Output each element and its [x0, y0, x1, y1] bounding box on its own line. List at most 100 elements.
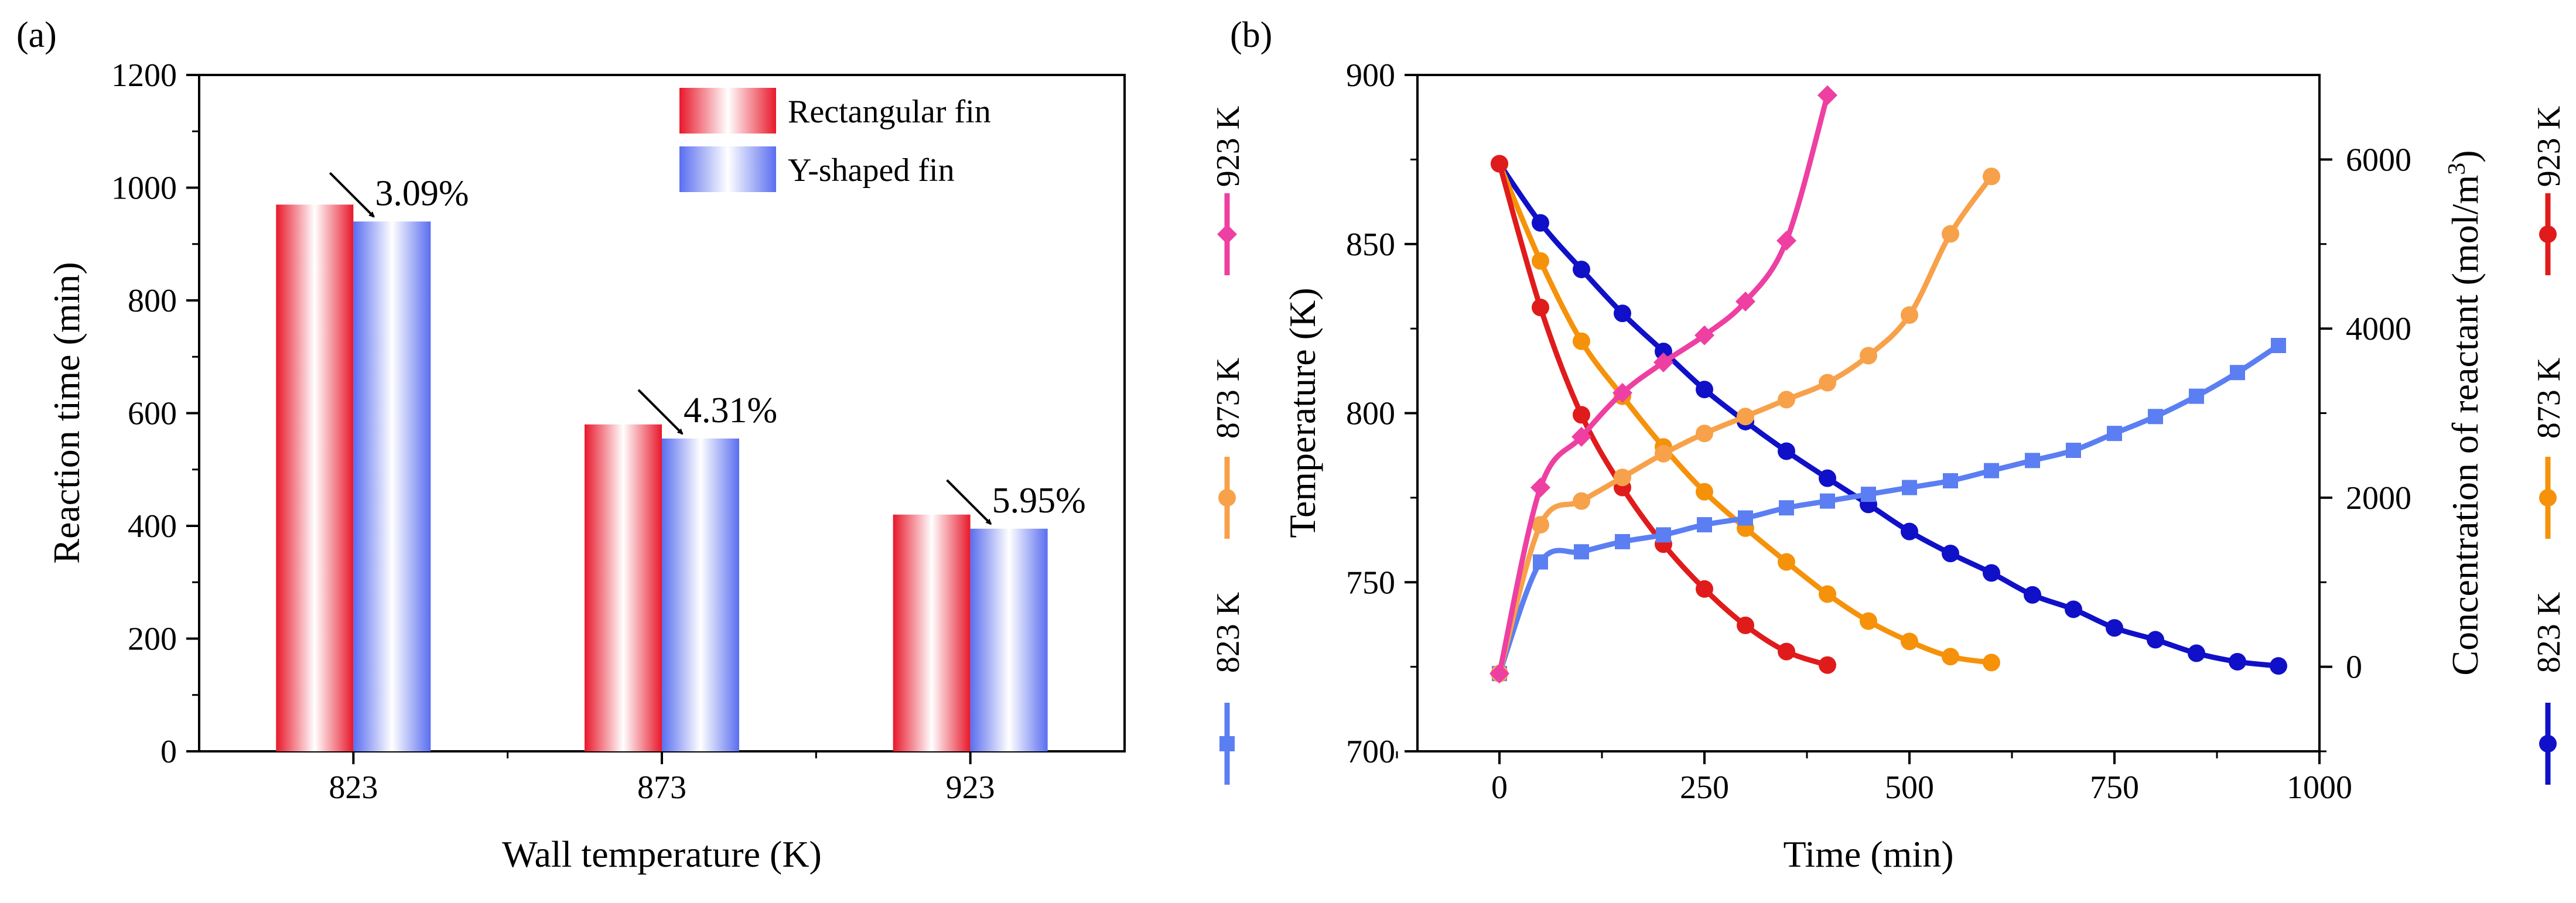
temperature-point — [1817, 85, 1837, 105]
temperature-point — [1532, 516, 1549, 534]
legend-marker-873-k — [1218, 489, 1236, 507]
concentration-point — [1532, 214, 1549, 232]
line-chart-panel: (b) 0 250 500 750 1000 700 750 800 850 900 0 2000… — [1210, 15, 2567, 875]
line-y-axis-right: 0 2000 4000 6000 — [2319, 142, 2411, 752]
concentration-point — [1983, 564, 2000, 582]
bar-y-shaped-fin-873 — [662, 438, 739, 751]
temperature-point — [1860, 347, 1877, 365]
concentration-series-923-k — [1491, 155, 1836, 674]
concentration-point — [2065, 600, 2082, 618]
legend-marker-823-k — [2539, 735, 2557, 752]
temperature-point — [2230, 365, 2245, 381]
legend-marker-923-k — [1217, 224, 1237, 244]
y-tick-label: 800 — [1346, 396, 1395, 432]
temperature-point — [2025, 453, 2040, 468]
temperature-point — [1614, 468, 1631, 487]
y-tick-label: 0 — [160, 734, 177, 770]
bar-legend: Rectangular fin Y-shaped fin — [679, 88, 991, 192]
legend-label-823-k: 823 K — [2531, 592, 2567, 673]
temperature-series-923-k — [1489, 85, 1837, 684]
x-tick-label: 500 — [1885, 769, 1934, 806]
y-tick-label: 400 — [128, 508, 177, 545]
bar-y-shaped-fin-823 — [353, 221, 431, 751]
y-tick-label: 750 — [1346, 565, 1395, 601]
bar-annotations: 3.09% 4.31% 5.95% — [329, 172, 1086, 525]
line-x-axis-label: Time (min) — [1784, 833, 1954, 875]
temperature-point — [1574, 544, 1589, 560]
temperature-point — [1738, 510, 1753, 526]
legend-label-rectangular: Rectangular fin — [788, 94, 991, 130]
temperature-point — [1943, 473, 1958, 488]
y-tick-label: 1200 — [111, 57, 177, 94]
temperature-point — [1696, 425, 1713, 443]
concentration-point — [1901, 632, 1918, 651]
bar-rectangular-fin-923 — [893, 514, 971, 751]
concentration-point — [1983, 654, 2000, 672]
concentration-series-823-k — [1491, 155, 2287, 675]
concentration-line-873-k — [1497, 162, 1992, 665]
temperature-point — [1737, 408, 1754, 426]
line-series — [1489, 85, 2287, 684]
legend-swatch-rectangular — [679, 88, 776, 134]
concentration-point — [2147, 631, 2164, 649]
temperature-point — [1656, 527, 1671, 543]
temperature-point — [2148, 409, 2163, 425]
legend-label-873-k: 873 K — [2531, 358, 2567, 439]
bar-x-axis: 823 873 923 — [329, 751, 995, 806]
concentration-point — [1655, 343, 1672, 361]
x-tick-label: 923 — [946, 769, 995, 806]
temperature-point — [1653, 352, 1673, 372]
temperature-series-823-k — [1492, 338, 2286, 682]
legend-label-923-k: 923 K — [2531, 106, 2567, 187]
percent-annotation: 4.31% — [684, 391, 777, 430]
legend-label-923-k: 923 K — [1210, 106, 1246, 187]
legend-marker-873-k — [2539, 489, 2557, 507]
temperature-point — [1983, 167, 2000, 186]
y2-tick-label: 0 — [2346, 649, 2362, 686]
x-tick-label: 1000 — [2287, 769, 2352, 806]
x-tick-label: 873 — [637, 769, 686, 806]
temperature-point — [1530, 477, 1550, 498]
concentration-point — [1573, 332, 1590, 350]
temperature-point — [1861, 487, 1876, 502]
temperature-point — [2271, 338, 2286, 353]
concentration-legend: 923 K 873 K 823 K — [2531, 106, 2567, 785]
temperature-point — [1901, 306, 1918, 324]
temperature-point — [1735, 291, 1755, 312]
temperature-point — [1819, 374, 1836, 392]
legend-swatch-y-shaped — [679, 146, 776, 192]
concentration-point — [1942, 648, 1959, 666]
bar-rectangular-fin-823 — [276, 204, 354, 751]
y2-tick-label: 2000 — [2346, 480, 2411, 517]
y-tick-label: 700 — [1346, 734, 1395, 770]
concentration-point — [1573, 261, 1590, 279]
temperature-point — [2107, 426, 2122, 442]
temperature-point — [2189, 388, 2204, 404]
temperature-series-873-k — [1491, 167, 2000, 683]
concentration-point — [1491, 155, 1508, 173]
y-tick-label: 850 — [1346, 227, 1395, 263]
y-tick-label: 900 — [1346, 57, 1395, 94]
temperature-point — [2066, 443, 2081, 459]
concentration-point — [1901, 522, 1918, 541]
temperature-point — [1779, 500, 1794, 516]
temperature-point — [1573, 492, 1590, 510]
concentration-point — [1696, 381, 1713, 399]
concentration-point — [1614, 305, 1631, 323]
concentration-point — [1573, 406, 1590, 424]
legend-marker-923-k — [2539, 225, 2557, 243]
line-y-axis-left: 700 750 800 850 900 — [1346, 57, 1417, 770]
concentration-point — [1778, 442, 1795, 460]
temperature-point — [1820, 493, 1835, 509]
concentration-point — [1778, 553, 1795, 571]
legend-label-823-k: 823 K — [1210, 592, 1246, 673]
concentration-point — [1532, 252, 1549, 270]
x-tick-label: 750 — [2090, 769, 2139, 806]
concentration-point — [1532, 299, 1549, 317]
bar-rectangular-fin-873 — [585, 424, 662, 751]
concentration-point — [1819, 585, 1836, 603]
concentration-point — [1819, 469, 1836, 487]
percent-annotation: 5.95% — [992, 481, 1086, 521]
x-tick-label: 0 — [1491, 769, 1508, 806]
